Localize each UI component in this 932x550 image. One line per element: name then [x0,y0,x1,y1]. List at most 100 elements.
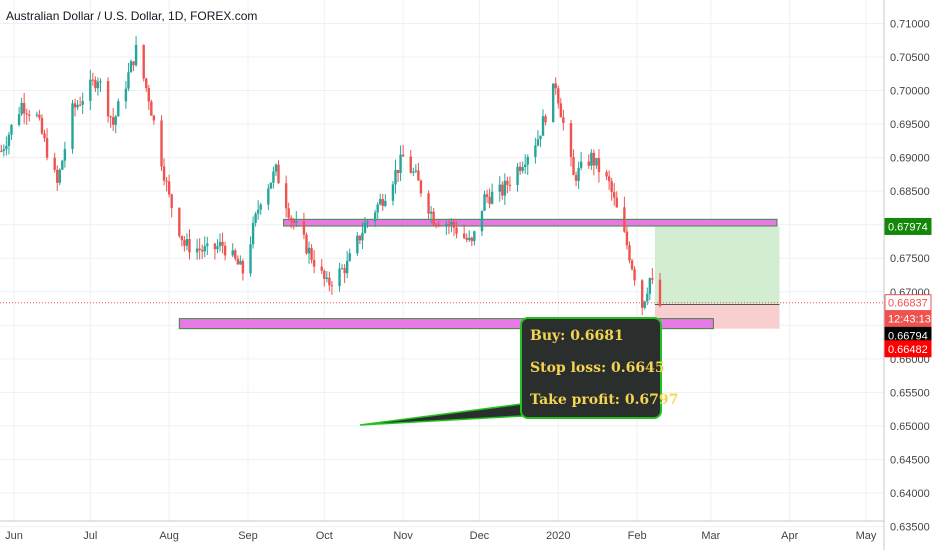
candle-up [516,166,519,185]
time-axis[interactable]: Jun Jul Aug Sep Oct Nov Dec 2020 Feb Mar Apr May [0,520,884,542]
candle-up [541,116,545,136]
candle-down [223,245,227,256]
price-label-text: 0.67974 [888,221,928,233]
candle-down [150,101,153,116]
candle-down [562,117,565,124]
price-axis[interactable]: 0.71000 0.70500 0.70000 0.69500 0.69000 0.685… [883,0,930,550]
candle-down [40,117,44,134]
candle-up [216,246,219,250]
candle-down [597,158,601,173]
candle-down [132,61,135,66]
y-tick-label: 0.64000 [890,488,930,500]
trade-callout: Buy: 0.6681 Stop loss: 0.6645 Take profi… [520,317,678,419]
candle-down [162,166,166,181]
candle-down [607,176,611,182]
candle-up [295,221,298,223]
grid [0,0,884,528]
price-labels: 0.67974 0.66837 12:43:13 0.66794 0.66482 [884,217,932,358]
candle-down [462,233,466,238]
candle-up [195,248,199,253]
candle-down [188,239,191,253]
candle-up [534,145,537,157]
candle-up [356,235,359,254]
candle-up [643,301,646,308]
y-tick-label: 0.67500 [890,253,930,265]
candle-down [312,259,316,267]
candle-up [391,184,395,201]
price-label-box [884,340,932,358]
candle-down [485,194,489,197]
candle-up [203,246,206,252]
price-label-box [884,217,932,235]
candle-up [254,213,257,223]
candle-down [323,270,326,279]
price-label-box [884,310,932,328]
candle-down [328,277,331,286]
candle-down [43,133,46,139]
candle-down [651,278,654,280]
candle-down [417,170,420,181]
candle-up [117,101,120,117]
x-tick-label: Oct [316,530,333,542]
candle-up [445,224,448,227]
candle-down [0,150,3,152]
candle-down [465,237,468,240]
candle-up [539,135,542,140]
candle-up [490,191,494,204]
candle-up [498,184,501,192]
callout-buy: Buy: 0.6681 [530,328,624,344]
candle-down [432,211,435,225]
price-label-text: 0.66794 [888,330,928,342]
candle-up [20,102,23,115]
candle-up [577,167,580,181]
candle-down [427,193,430,214]
candle-down [623,207,626,232]
candle-up [340,268,344,270]
candle-up [399,154,402,174]
candle-up [414,170,418,172]
candle-down [310,247,313,260]
candle-up [384,200,387,206]
candle-up [129,61,133,73]
price-label-text: 0.66482 [888,344,928,356]
candle-up [89,79,92,101]
candle-down [587,161,590,166]
candle-up [127,72,130,89]
candle-up [394,169,397,185]
candle-down [658,279,662,306]
candle-down [152,115,156,121]
candle-down [628,245,631,261]
candle-down [277,164,280,184]
candle-down [437,224,440,227]
candle-down [56,169,59,183]
candle-down [559,103,563,118]
candle-up [307,247,311,254]
candle-up [10,124,13,135]
candle-down [358,235,362,241]
candle-up [450,221,453,225]
candle-down [434,224,438,226]
candle-down [605,172,608,177]
candle-down [287,208,290,218]
y-tick-label: 0.69500 [890,119,930,131]
candle-down [22,102,26,114]
candle-down [305,234,308,254]
candle-down [198,248,201,250]
candle-down [183,240,186,246]
candle-up [590,152,593,166]
y-tick-label: 0.70000 [890,86,930,98]
price-label-text: 0.66837 [888,298,928,310]
candle-down [452,221,456,228]
candle-down [292,220,295,223]
candle-down [455,227,458,234]
candle-down [145,78,148,89]
candle-up [536,139,540,146]
candle-down [201,249,204,252]
candle-up [114,116,117,125]
candle-down [109,116,112,118]
candle-down [396,169,400,174]
candle-up [376,204,379,213]
candle-up [7,134,11,146]
candle-up [412,171,415,173]
